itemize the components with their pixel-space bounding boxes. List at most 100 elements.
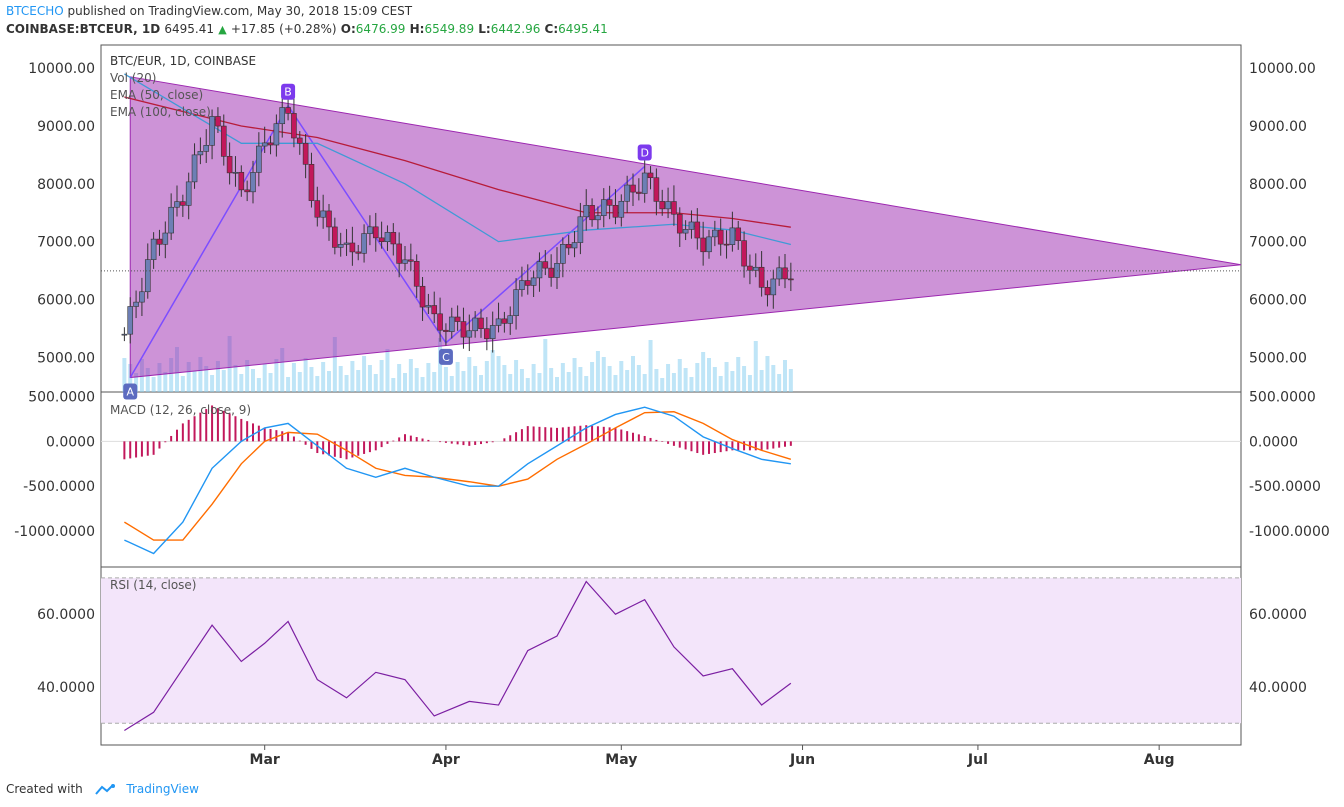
candle-body [519, 280, 525, 290]
volume-bar [607, 366, 612, 392]
volume-bar [414, 368, 419, 392]
volume-bar [578, 367, 583, 392]
price-tick-left: 5000.00 [37, 350, 95, 366]
volume-bar [262, 364, 267, 392]
volume-bar [397, 364, 402, 392]
volume-bar [438, 338, 443, 392]
volume-bar [671, 373, 676, 392]
volume-bar [122, 358, 127, 392]
candle-body [560, 244, 566, 264]
open-value: 6476.99 [355, 22, 406, 36]
macd-tick-left: 0.0000 [46, 434, 95, 450]
volume-bar [648, 340, 653, 392]
rsi-tick-left: 60.0000 [37, 607, 95, 623]
volume-bar [595, 351, 600, 392]
candle-body [443, 329, 449, 332]
candle-body [723, 243, 730, 246]
candle-body [524, 280, 531, 286]
macd-tick-left: -1000.0000 [14, 524, 95, 540]
candle-body [671, 201, 677, 215]
volume-bar [473, 366, 478, 392]
candle-body [647, 172, 654, 179]
chart-svg[interactable]: A B C D 10000.00 10000.00 9000.00 9000.00 8000.0… [0, 0, 1344, 780]
candle-body [121, 333, 128, 336]
legend-ema100: EMA (100, close) [110, 105, 211, 119]
macd-line [124, 406, 791, 555]
volume-bar [566, 372, 571, 392]
candle-body [250, 172, 256, 193]
candle-body [624, 184, 630, 202]
candle-body [448, 316, 455, 332]
x-tick-apr: Apr [432, 752, 460, 768]
volume-bar [619, 361, 624, 392]
volume-bar [327, 371, 331, 392]
volume-bar [379, 360, 384, 392]
candle-body [396, 243, 402, 264]
footer-created: Created with [6, 782, 83, 796]
candle-body [261, 142, 268, 147]
macd-tick-left: -500.0000 [23, 479, 95, 495]
rsi-tick-right: 60.0000 [1249, 607, 1307, 623]
volume-bar [198, 357, 203, 392]
candle-body [285, 107, 291, 114]
volume-bar [701, 352, 706, 392]
volume-bar [636, 365, 641, 392]
candle-body [688, 221, 695, 230]
candle-body [279, 107, 286, 125]
candle-body [320, 210, 326, 218]
published-text: published on TradingView.com, May 30, 20… [67, 4, 413, 18]
volume-bar [385, 349, 390, 392]
candle-body [238, 171, 245, 191]
candle-body [232, 171, 239, 174]
legend-ema50: EMA (50, close) [110, 88, 203, 102]
footer-brand-link[interactable]: TradingView [126, 782, 199, 796]
volume-bar [291, 363, 296, 392]
candle-body [530, 277, 537, 286]
low-value: 6442.96 [490, 22, 541, 36]
price-tick-left: 7000.00 [37, 235, 95, 251]
volume-bar [186, 362, 191, 392]
candle-body [419, 285, 426, 308]
candle-body [308, 164, 315, 201]
close-label: C: [544, 22, 559, 36]
pattern-label-bg [281, 83, 296, 100]
volume-bar [642, 374, 647, 392]
candle-body [548, 267, 554, 278]
candle-body [215, 116, 221, 127]
price-tick-right: 9000.00 [1249, 119, 1307, 135]
candle-body [314, 200, 321, 218]
candle-body [185, 181, 192, 206]
macd-signal-line [124, 411, 792, 541]
publisher-link[interactable]: BTCECHO [6, 4, 64, 18]
volume-bar [268, 373, 273, 392]
candle-body [636, 191, 642, 194]
candle-body [191, 154, 198, 183]
candle-body [133, 301, 139, 307]
candle-body [332, 226, 338, 248]
volume-bar [484, 361, 489, 392]
candle-body [659, 201, 666, 210]
candle-body [402, 259, 408, 264]
rsi-line [124, 580, 792, 731]
volume-bar [689, 377, 694, 392]
volume-bar [233, 365, 238, 392]
volume-bar [788, 369, 793, 392]
volume-bar [765, 356, 770, 392]
candle-body [384, 232, 391, 243]
volume-bar [192, 371, 197, 392]
candle-body [144, 259, 151, 293]
volume-bar [274, 359, 279, 392]
chart-frame [100, 44, 1242, 746]
price-tick-right: 7000.00 [1249, 235, 1307, 251]
candle-body [676, 213, 683, 234]
price-tick-left: 6000.00 [37, 292, 95, 308]
macd-tick-right: 0.0000 [1249, 434, 1298, 450]
candle-body [735, 227, 742, 241]
macd-tick-right: -1000.0000 [1249, 524, 1330, 540]
candle-body [788, 278, 794, 281]
price-change: +17.85 (+0.28%) [230, 22, 337, 36]
candle-body [752, 266, 759, 271]
candle-body [665, 201, 671, 210]
volume-bar [321, 362, 326, 392]
candle-body [273, 123, 280, 146]
